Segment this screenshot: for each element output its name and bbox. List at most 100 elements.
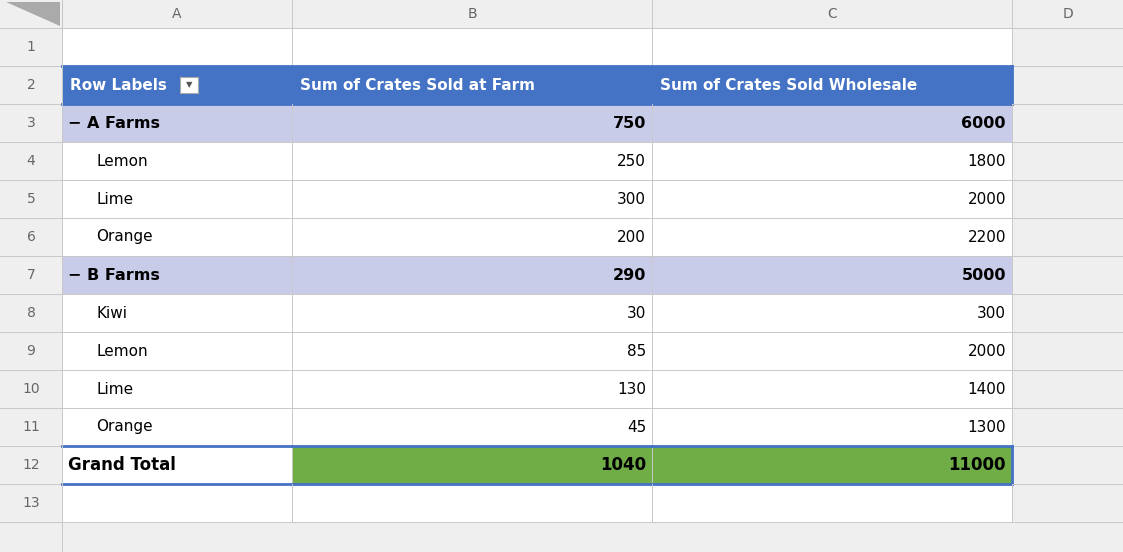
Bar [0,408,62,446]
Bar [292,446,652,484]
Text: 1800: 1800 [968,153,1006,168]
Bar [292,332,652,370]
Bar [1012,256,1123,294]
Bar [292,294,652,332]
Text: 290: 290 [613,268,646,283]
Bar [652,142,1012,180]
Bar [652,446,1012,484]
Bar [62,66,292,104]
Bar [0,66,62,104]
Text: 45: 45 [627,420,646,434]
Text: 12: 12 [22,458,39,472]
Text: Orange: Orange [95,230,153,245]
Text: Grand Total: Grand Total [69,456,176,474]
Text: 30: 30 [627,305,646,321]
Bar [0,484,62,522]
Bar [62,294,292,332]
Bar [0,0,62,28]
Bar [1012,446,1123,484]
Bar [652,28,1012,66]
Bar [292,66,652,104]
Bar [62,484,292,522]
Bar [1012,104,1123,142]
Bar [1012,370,1123,408]
Bar [62,408,292,446]
Bar [652,218,1012,256]
Bar [62,142,292,180]
Text: 6: 6 [27,230,36,244]
Text: 1300: 1300 [967,420,1006,434]
Text: − A Farms: − A Farms [69,115,159,130]
Bar [62,180,292,218]
Bar [0,446,62,484]
Bar [292,256,652,294]
Bar [652,256,1012,294]
Bar [62,28,292,66]
Bar [1012,28,1123,66]
Text: 5: 5 [27,192,36,206]
Text: 1: 1 [27,40,36,54]
Text: Orange: Orange [95,420,153,434]
Text: Kiwi: Kiwi [95,305,127,321]
Text: 1400: 1400 [968,381,1006,396]
Text: 4: 4 [27,154,36,168]
Bar [1012,218,1123,256]
Text: 85: 85 [627,343,646,358]
Text: Lime: Lime [95,381,134,396]
Bar [62,332,292,370]
Bar [652,66,1012,104]
Text: 130: 130 [617,381,646,396]
Text: 3: 3 [27,116,36,130]
Bar [652,484,1012,522]
Bar [652,408,1012,446]
Bar [652,0,1012,28]
Text: Lemon: Lemon [95,153,147,168]
Text: 5000: 5000 [961,268,1006,283]
Text: 13: 13 [22,496,39,510]
Text: 2: 2 [27,78,36,92]
Text: B: B [467,7,477,21]
Bar [1012,484,1123,522]
Bar [1012,180,1123,218]
Text: 750: 750 [613,115,646,130]
Bar [0,28,62,66]
Text: − B Farms: − B Farms [69,268,159,283]
Text: 1040: 1040 [600,456,646,474]
Bar [0,332,62,370]
Text: 9: 9 [27,344,36,358]
Bar [180,77,198,93]
Text: 8: 8 [27,306,36,320]
Bar [292,370,652,408]
Bar [1012,0,1123,28]
Text: 2000: 2000 [968,192,1006,206]
Bar [652,104,1012,142]
Bar [292,218,652,256]
Text: Sum of Crates Sold at Farm: Sum of Crates Sold at Farm [300,77,535,93]
Text: 300: 300 [977,305,1006,321]
Bar [62,218,292,256]
Bar [292,104,652,142]
Polygon shape [6,2,60,26]
Text: 6000: 6000 [961,115,1006,130]
Bar [1012,294,1123,332]
Bar [62,0,292,28]
Text: 300: 300 [617,192,646,206]
Bar [62,370,292,408]
Bar [292,28,652,66]
Text: 7: 7 [27,268,36,282]
Bar [652,332,1012,370]
Text: 2000: 2000 [968,343,1006,358]
Text: Row Labels: Row Labels [70,77,167,93]
Bar [0,142,62,180]
Text: Lime: Lime [95,192,134,206]
Text: D: D [1062,7,1072,21]
Bar [292,142,652,180]
Text: Lemon: Lemon [95,343,147,358]
Text: 250: 250 [618,153,646,168]
Bar [62,446,292,484]
Bar [1012,332,1123,370]
Bar [0,180,62,218]
Bar [652,294,1012,332]
Bar [0,370,62,408]
Bar [292,0,652,28]
